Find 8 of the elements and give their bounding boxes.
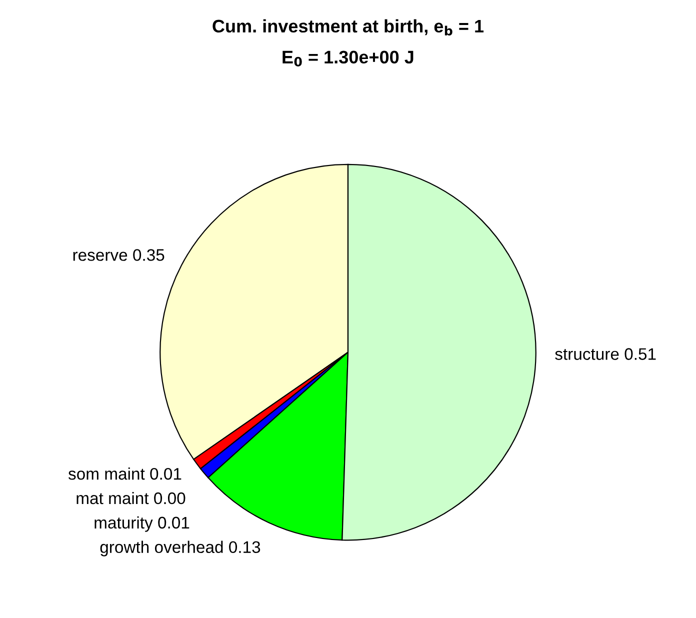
slice-label: growth overhead 0.13 xyxy=(100,540,260,556)
chart-title: Cum. investment at birth, e$_{b}$ = 1 xyxy=(212,19,484,36)
slice-label: som maint 0.01 xyxy=(68,468,182,480)
slice-label: reserve 0.35 xyxy=(73,249,164,261)
slice-label: structure 0.51 xyxy=(555,348,656,360)
category-label: mat maint 0.00 xyxy=(76,492,186,504)
chart-subtitle: E$_{0}$ = 1.30e+00 J xyxy=(282,50,414,66)
slice-label: maturity 0.01 xyxy=(94,516,190,532)
